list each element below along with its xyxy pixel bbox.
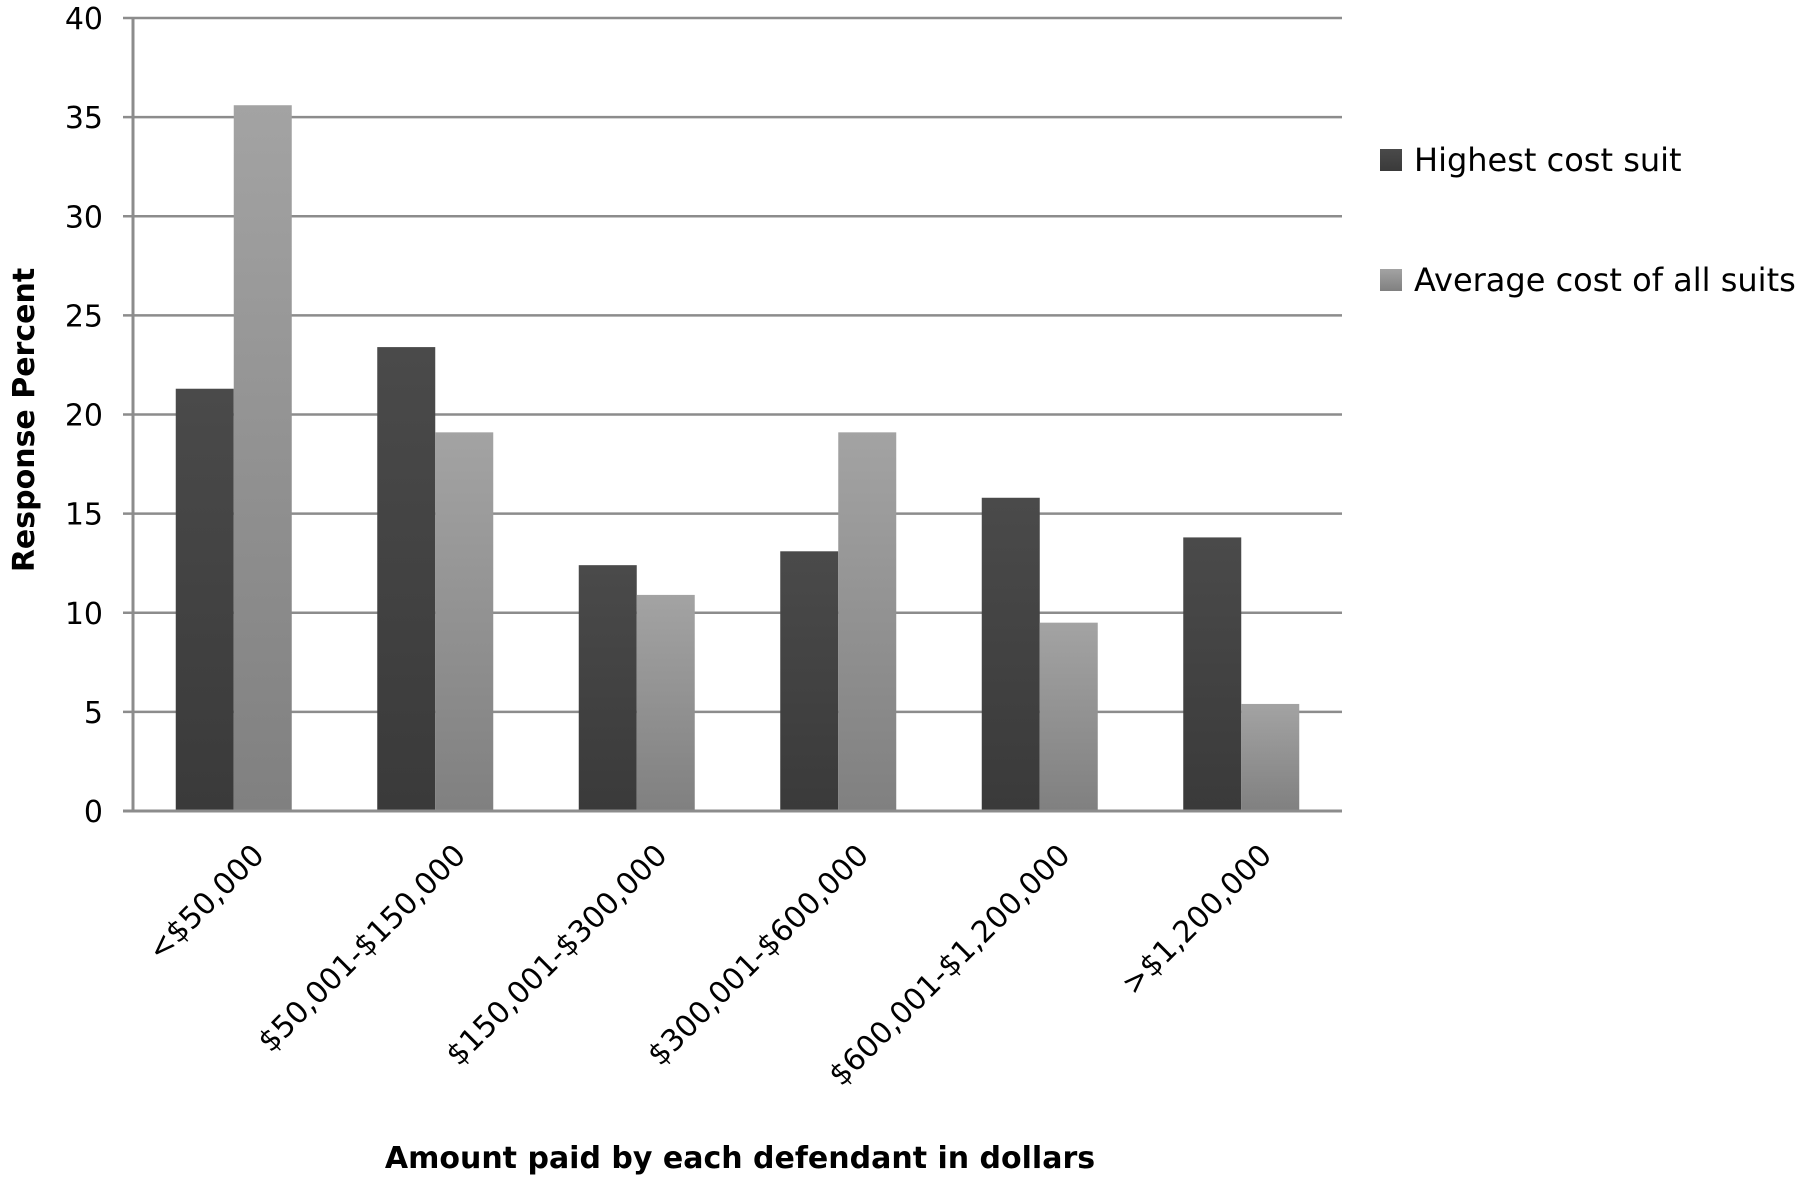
bar-highest-cost-suit: [1183, 537, 1242, 811]
bar-average-cost-of-all-suits: [233, 105, 292, 812]
y-tick-label: 30: [65, 200, 103, 235]
y-tick-label: 35: [65, 101, 103, 136]
legend-swatch: [1380, 149, 1402, 171]
bar-average-cost-of-all-suits: [1241, 703, 1300, 811]
y-tick-label: 0: [84, 795, 103, 830]
x-category-label: $150,001-$300,000: [440, 838, 675, 1073]
y-tick-label: 40: [65, 2, 103, 37]
x-category-label: $300,001-$600,000: [641, 838, 876, 1073]
x-category-labels: <$50,000$50,001-$150,000$150,001-$300,00…: [141, 838, 1279, 1093]
bar-average-cost-of-all-suits: [636, 594, 695, 811]
legend-label: Highest cost suit: [1414, 141, 1682, 179]
x-category-label: $50,001-$150,000: [252, 838, 473, 1059]
bar-highest-cost-suit: [175, 388, 234, 811]
legend-label: Average cost of all suits: [1414, 261, 1796, 299]
bar-average-cost-of-all-suits: [838, 432, 897, 811]
legend-swatch: [1380, 269, 1402, 291]
bar-highest-cost-suit: [578, 565, 637, 811]
bar-average-cost-of-all-suits: [1039, 622, 1098, 811]
x-axis-title: Amount paid by each defendant in dollars: [385, 1141, 1095, 1176]
axes: [123, 18, 1342, 813]
bar-highest-cost-suit: [780, 551, 839, 811]
bar-average-cost-of-all-suits: [435, 432, 494, 811]
gridlines: [123, 16, 1342, 813]
y-tick-label: 15: [65, 498, 103, 533]
bars: [175, 105, 1300, 812]
y-tick-label: 10: [65, 597, 103, 632]
y-axis-title: Response Percent: [7, 268, 42, 572]
x-category-label: >$1,200,000: [1115, 838, 1279, 1002]
bar-highest-cost-suit: [981, 497, 1040, 811]
y-tick-label: 20: [65, 399, 103, 434]
legend: Highest cost suit Average cost of all sui…: [1380, 141, 1796, 299]
y-tick-labels: 0 5 10 15 20 25 30 35 40: [65, 2, 103, 830]
x-category-label: <$50,000: [141, 838, 271, 968]
y-tick-label: 5: [84, 696, 103, 731]
y-tick-label: 25: [65, 299, 103, 334]
bar-highest-cost-suit: [377, 347, 436, 811]
